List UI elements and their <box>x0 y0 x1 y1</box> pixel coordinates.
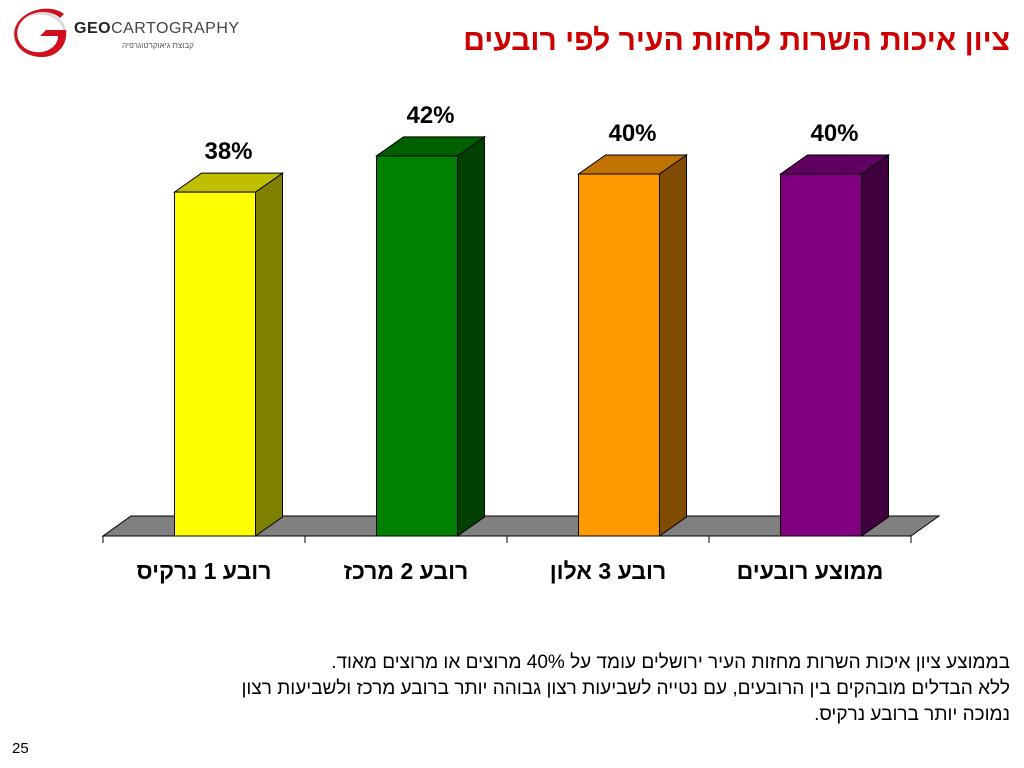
caption-line: ללא הבדלים מובהקים בין הרובעים, עם נטייה… <box>241 678 1010 699</box>
bar-chart: 38% 42% 40% 40% רובע 1 נרקיס רובע 2 מרכז רובע … <box>101 102 941 584</box>
x-tick-label: ממוצע רובעים <box>737 558 884 584</box>
logo-subtitle: קבוצת גיאוקרטוגרפיה <box>122 41 194 50</box>
bar-side <box>659 154 687 537</box>
bar-side <box>861 154 889 537</box>
data-label: 38% <box>204 138 252 165</box>
bar <box>578 173 660 537</box>
data-label: 42% <box>406 102 454 129</box>
geocartography-logo: GEOCARTOGRAPHY קבוצת גיאוקרטוגרפיה <box>12 6 242 58</box>
page-title: ציון איכות השרות לחזות העיר לפי רובעים <box>463 24 1010 57</box>
logo-brand-light: CARTOGRAPHY <box>111 20 240 37</box>
page-number: 25 <box>12 740 29 757</box>
x-tick-label: רובע 2 מרכז <box>344 558 469 584</box>
caption-line: בממוצע ציון איכות השרות מחזות העיר ירושל… <box>331 652 1010 673</box>
bar <box>174 191 256 537</box>
bar <box>780 173 862 537</box>
bar-side <box>457 135 485 537</box>
bar-side <box>255 172 283 537</box>
caption: בממוצע ציון איכות השרות מחזות העיר ירושל… <box>20 650 1010 728</box>
data-label: 40% <box>608 120 656 147</box>
bar <box>376 155 458 537</box>
x-tick-label: רובע 3 אלון <box>550 558 667 584</box>
logo-brand-bold: GEO <box>74 20 112 37</box>
x-tick-label: רובע 1 נרקיס <box>136 558 271 584</box>
logo-wordmark: GEOCARTOGRAPHY <box>74 20 240 38</box>
caption-line: נמוכה יותר ברובע נרקיס. <box>814 704 1010 725</box>
data-label: 40% <box>810 120 858 147</box>
logo-swoosh-icon <box>13 8 67 58</box>
